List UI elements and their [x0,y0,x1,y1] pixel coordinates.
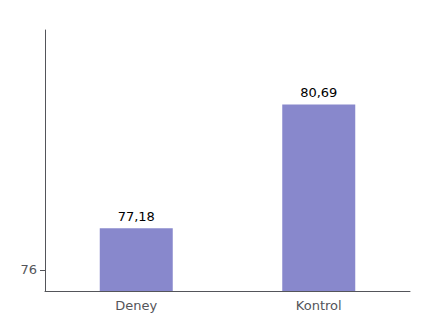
svg-text:Deney: Deney [115,298,157,313]
svg-text:77,18: 77,18 [118,209,155,224]
svg-text:76: 76 [20,262,37,277]
svg-text:80,69: 80,69 [300,85,337,100]
svg-text:Kontrol: Kontrol [296,298,342,313]
